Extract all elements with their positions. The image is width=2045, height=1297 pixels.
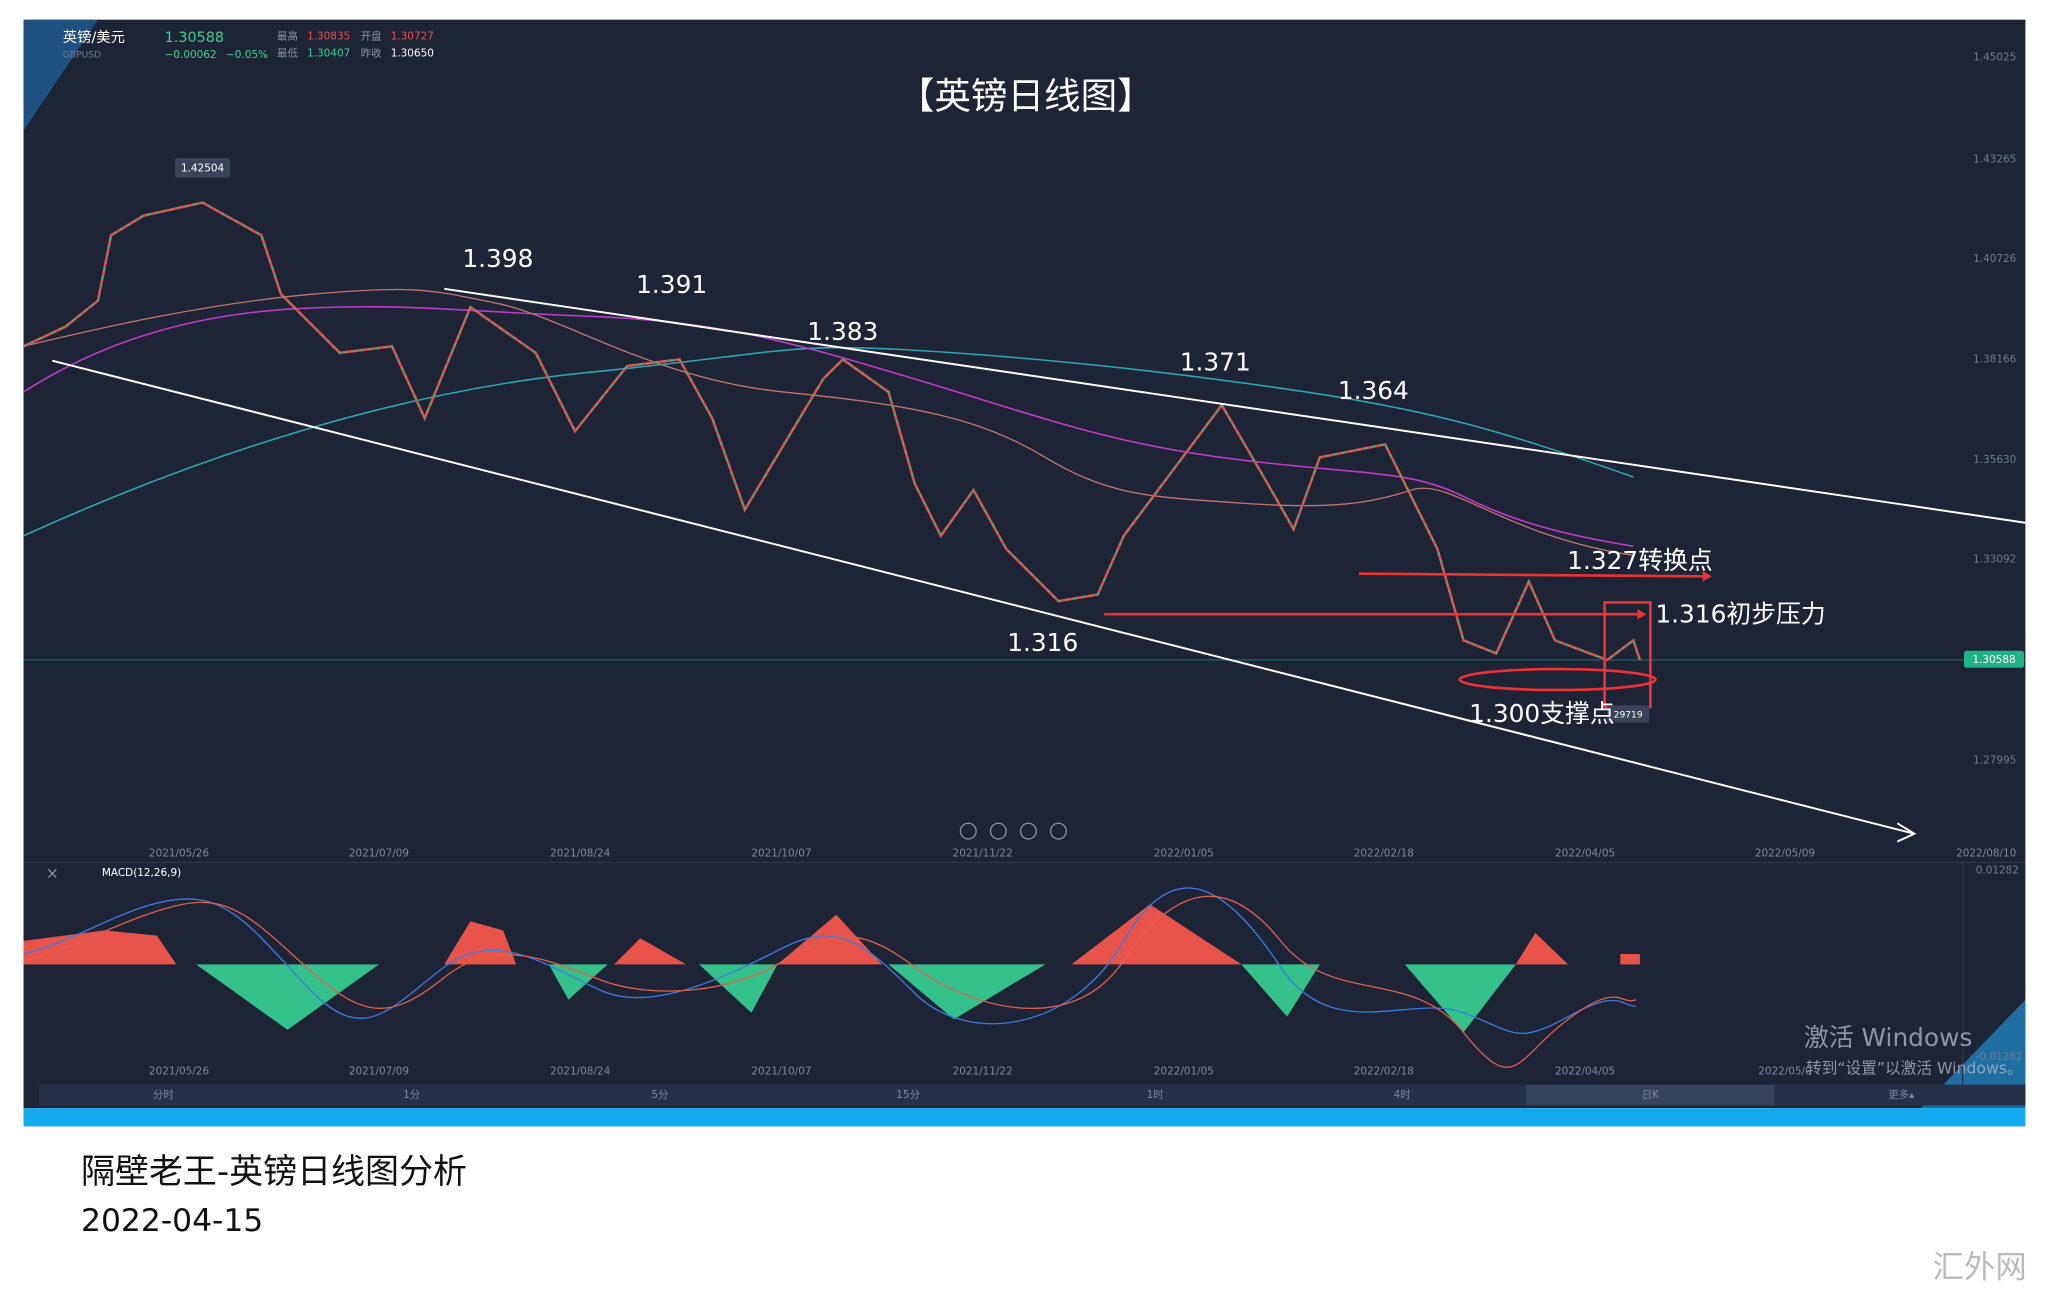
tab[interactable]: 日K bbox=[1642, 1089, 1660, 1101]
value: 1.30407 bbox=[307, 48, 350, 60]
price-axis-label: 1.38166 bbox=[1973, 353, 2016, 365]
volume-tag bbox=[1607, 705, 1650, 723]
macd-date-label: 2022/05/0 bbox=[1758, 1066, 1812, 1078]
price-axis-label: 1.45025 bbox=[1973, 52, 2016, 64]
macd-date-label: 2021/07/09 bbox=[349, 1066, 409, 1078]
next[interactable] bbox=[1019, 822, 1037, 840]
date-label: 2021/10/07 bbox=[751, 847, 811, 859]
peak-label: 1.42504 bbox=[181, 163, 225, 175]
price: 1.30588 bbox=[165, 30, 224, 46]
value: 1.30727 bbox=[391, 31, 434, 43]
caption-date: 2022-04-15 bbox=[81, 1203, 263, 1239]
trend-line bbox=[444, 287, 2026, 524]
change-pct: −0.05% bbox=[226, 49, 268, 61]
symbol[interactable]: 英镑/美元 bbox=[63, 28, 125, 46]
trend-line bbox=[52, 359, 1915, 835]
chart-panel bbox=[23, 19, 2026, 1109]
annotation: 1.327转换点 bbox=[1567, 546, 1712, 575]
macd-label: MACD(12,26,9) bbox=[102, 867, 181, 879]
price-path bbox=[23, 201, 1641, 661]
macd-negative bbox=[196, 964, 1516, 1033]
annotation: 1.364 bbox=[1338, 376, 1409, 405]
ma-line bbox=[23, 346, 1634, 537]
prev[interactable] bbox=[989, 822, 1007, 840]
zoom-controls bbox=[959, 822, 1067, 840]
tab[interactable]: 更多▴ bbox=[1888, 1088, 1915, 1101]
zoom-in[interactable] bbox=[1049, 822, 1067, 840]
annotation: 1.300支撑点 bbox=[1469, 699, 1614, 728]
label: 昨收 bbox=[361, 47, 382, 60]
arrow-head bbox=[1896, 822, 1917, 843]
site-mark: 汇外网 bbox=[1933, 1249, 2027, 1284]
resistance-line bbox=[1358, 572, 1703, 578]
caption: 隔壁老王-英镑日线图分析 bbox=[81, 1152, 467, 1192]
tab[interactable]: 4时 bbox=[1394, 1089, 1412, 1101]
zoom-out[interactable] bbox=[959, 822, 977, 840]
date-label: 2022/04/05 bbox=[1555, 847, 1615, 859]
date-label: 2022/08/10 bbox=[1956, 847, 2016, 859]
macd-axis-label: -0.01282 bbox=[1976, 1051, 2023, 1063]
price-tag-text: 1.30588 bbox=[1972, 654, 2015, 666]
date-label: 2021/11/22 bbox=[953, 847, 1013, 859]
label: 开盘 bbox=[361, 30, 382, 43]
macd-date-label: 2021/11/22 bbox=[953, 1066, 1013, 1078]
arrow-head bbox=[1702, 571, 1712, 582]
annotation: 1.383 bbox=[807, 317, 878, 346]
annotation: 1.316初步压力 bbox=[1655, 600, 1825, 629]
value: 1.30835 bbox=[307, 31, 350, 43]
tab[interactable]: 15分 bbox=[896, 1089, 920, 1101]
macd-date-label: 2021/08/24 bbox=[550, 1066, 611, 1078]
ma-line bbox=[23, 305, 1634, 548]
date-label: 2022/05/09 bbox=[1755, 847, 1815, 859]
tab[interactable]: 分时 bbox=[153, 1089, 174, 1101]
annotation: 1.316 bbox=[1007, 628, 1078, 657]
bottom-bar bbox=[23, 1108, 2026, 1127]
support-ellipse bbox=[1458, 667, 1657, 692]
price-axis-label: 1.27995 bbox=[1973, 755, 2016, 767]
label: 最高 bbox=[277, 30, 298, 43]
volume-text: 29719 bbox=[1614, 710, 1643, 720]
macd-date-label: 2021/10/07 bbox=[751, 1066, 811, 1078]
corner bbox=[1920, 999, 2026, 1109]
price-axis-label: 1.35630 bbox=[1973, 454, 2016, 466]
price-tag bbox=[1963, 650, 2025, 668]
date-label: 2021/05/26 bbox=[149, 847, 209, 859]
peak-tag bbox=[175, 158, 230, 178]
signal-line bbox=[23, 895, 1637, 1068]
value: 1.30650 bbox=[391, 48, 434, 60]
date-label: 2022/01/05 bbox=[1154, 847, 1214, 859]
macd-date-label: 2022/02/18 bbox=[1354, 1066, 1414, 1078]
tab[interactable]: 1时 bbox=[1147, 1089, 1165, 1101]
price-axis-label: 1.33092 bbox=[1973, 553, 2016, 565]
date-label: 2022/02/18 bbox=[1354, 847, 1414, 859]
price-axis-label: 1.40726 bbox=[1973, 253, 2016, 265]
ma-line bbox=[23, 288, 1634, 557]
annotation: 1.391 bbox=[636, 270, 707, 299]
arrow-head bbox=[1637, 608, 1647, 620]
watermark: 转到“设置”以激活 Windows。 bbox=[1806, 1058, 2023, 1077]
label: 最低 bbox=[277, 47, 298, 60]
macd-date-label: 2021/05/26 bbox=[149, 1066, 209, 1078]
annotation: 1.398 bbox=[462, 244, 533, 273]
close-icon[interactable]: × bbox=[46, 864, 59, 883]
change: −0.00062 bbox=[165, 49, 217, 61]
price-axis-label: 1.43265 bbox=[1973, 153, 2016, 165]
date-label: 2021/07/09 bbox=[349, 847, 409, 859]
tab[interactable]: 5分 bbox=[651, 1089, 669, 1101]
tab-active bbox=[1526, 1084, 1775, 1106]
macd-date-label: 2022/04/05 bbox=[1555, 1066, 1615, 1078]
date-label: 2021/08/24 bbox=[550, 847, 611, 859]
annotation: 1.371 bbox=[1180, 347, 1251, 376]
watermark: 激活 Windows bbox=[1804, 1023, 1972, 1052]
macd-axis-label: 0.01282 bbox=[1976, 864, 2019, 876]
macd-positive bbox=[23, 904, 1640, 965]
title: 【英镑日线图】 bbox=[898, 75, 1154, 118]
code: GBPUSD bbox=[63, 50, 101, 60]
macd-date-label: 2022/01/05 bbox=[1154, 1066, 1214, 1078]
tab[interactable]: 1分 bbox=[403, 1089, 421, 1101]
